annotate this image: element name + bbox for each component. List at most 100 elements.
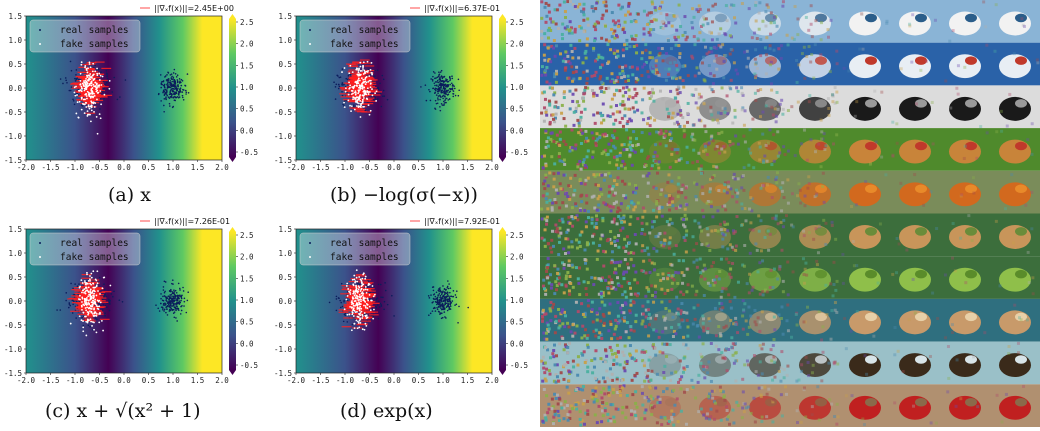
real-sample-point [458,79,460,81]
fake-sample-point [87,314,89,316]
fake-sample-point [92,70,94,72]
fake-sample-point [347,99,349,101]
real-sample-point [176,320,178,322]
fake-sample-point [363,97,365,99]
real-sample-point [167,298,169,300]
y-tick-label: 1.5 [278,225,292,234]
fake-sample-point [99,313,101,315]
real-sample-point [186,312,188,314]
sample-tile [640,171,690,214]
real-sample-point [433,298,435,300]
y-tick-label: 1.5 [8,12,22,21]
legend-real-marker [309,29,311,31]
fake-sample-point [101,320,103,322]
fake-sample-point [80,86,82,88]
real-sample-point [157,307,159,309]
fake-sample-point [351,329,353,331]
fake-sample-point [349,293,351,295]
real-sample-point [452,296,454,298]
real-sample-point [176,303,178,305]
real-sample-point [433,87,435,89]
sample-tile [540,256,590,299]
legend-real-label: real samples [60,25,129,36]
real-sample-point [182,80,184,82]
real-sample-point [448,298,450,300]
fake-sample-point [89,63,91,65]
real-sample-point [65,292,67,294]
real-sample-point [70,90,72,92]
real-sample-point [352,324,354,326]
legend-fake-label: fake samples [330,252,399,263]
fake-sample-point [356,67,358,69]
colorbar-tick-label: 1.0 [510,83,524,92]
y-tick-label: 0.0 [278,297,292,306]
real-sample-point [442,96,444,98]
real-sample-point [391,295,393,297]
legend-real-marker [39,29,41,31]
fake-sample-point [351,300,353,302]
fake-sample-point [344,67,346,69]
fake-sample-point [363,296,365,298]
sample-tile [790,342,840,385]
sample-tile [940,128,990,171]
real-sample-point [455,297,457,299]
real-sample-point [446,98,448,100]
real-sample-point [103,87,105,89]
real-sample-point [340,302,342,304]
fake-sample-point [349,105,351,107]
colorbar-tick-label: -0.5 [510,361,528,370]
fake-sample-point [347,295,349,297]
fake-sample-point [362,95,364,97]
fake-sample-point [358,313,360,315]
real-sample-point [176,306,178,308]
real-sample-point [174,69,176,71]
real-sample-point [380,284,382,286]
real-sample-point [449,84,451,86]
x-tick-label: 2.0 [485,376,499,385]
fake-sample-point [80,89,82,91]
fake-sample-point [355,291,357,293]
fake-sample-point [96,99,98,101]
real-sample-point [178,97,180,99]
fake-sample-point [360,289,362,291]
real-sample-point [174,303,176,305]
fake-sample-point [89,93,91,95]
fake-sample-point [86,272,88,274]
fake-sample-point [357,96,359,98]
y-tick-label: -0.5 [274,108,292,117]
fake-sample-point [354,92,356,94]
real-sample-point [445,89,447,91]
real-sample-point [381,305,383,307]
fake-sample-point [93,329,95,331]
sample-tile [740,43,790,86]
fake-sample-point [74,95,76,97]
real-sample-point [111,91,113,93]
real-sample-point [68,307,70,309]
fake-sample-point [368,75,370,77]
fake-sample-point [86,303,88,305]
real-sample-point [171,300,173,302]
fake-sample-point [349,65,351,67]
real-sample-point [383,308,385,310]
colorbar-bottom-arrow [229,370,236,375]
real-sample-point [113,291,115,293]
real-sample-point [393,315,395,317]
real-sample-point [426,100,428,102]
fake-sample-point [362,328,364,330]
real-sample-point [169,297,171,299]
fake-sample-point [92,313,94,315]
fake-sample-point [368,93,370,95]
real-sample-point [436,94,438,96]
fake-sample-point [70,323,72,325]
real-sample-point [175,317,177,319]
fake-sample-point [83,80,85,82]
fake-sample-point [85,321,87,323]
sample-tile [740,342,790,385]
sample-tile [840,342,890,385]
real-sample-point [170,290,172,292]
real-sample-point [175,295,177,297]
real-sample-point [168,301,170,303]
real-sample-point [104,315,106,317]
real-sample-point [378,284,380,286]
real-sample-point [453,85,455,87]
